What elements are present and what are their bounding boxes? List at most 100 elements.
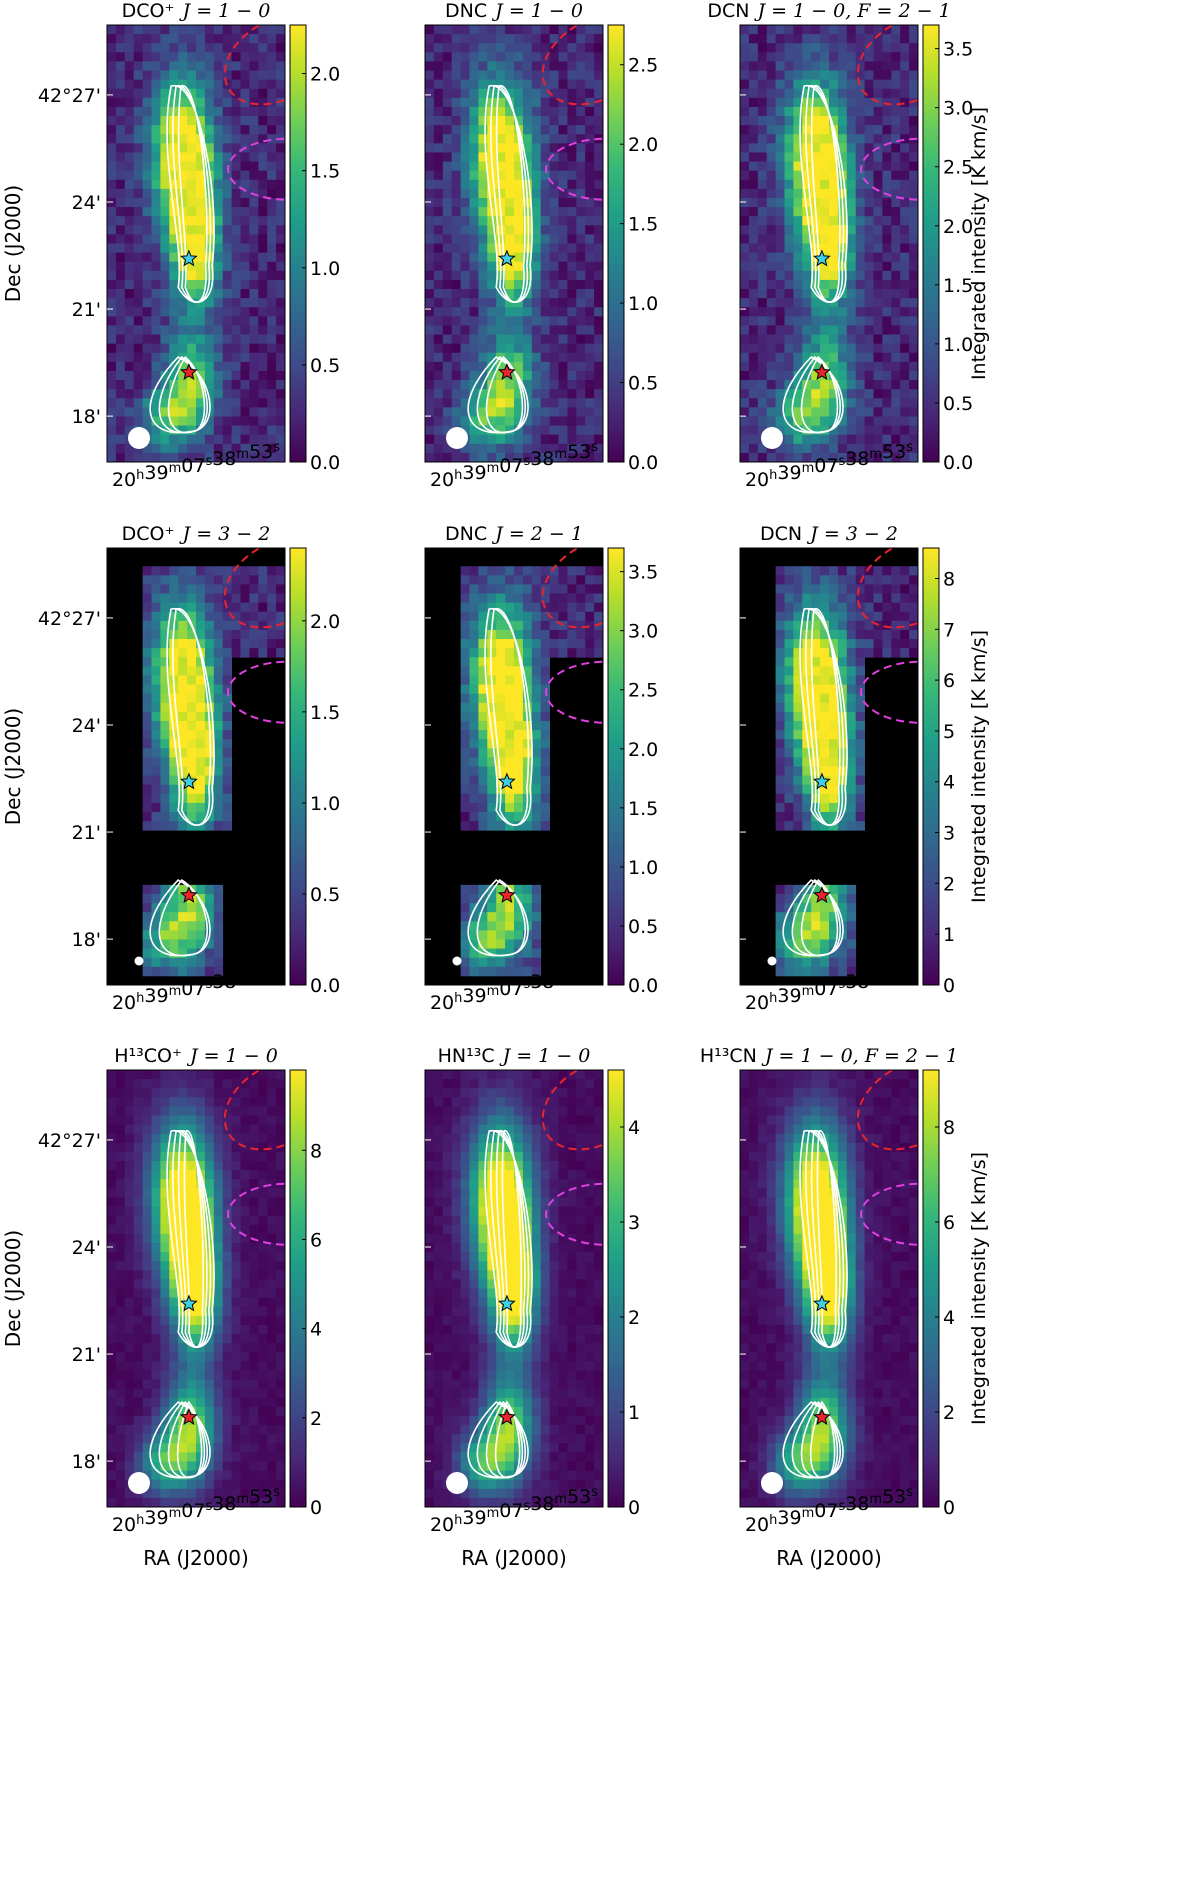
y-tick-label: 24' xyxy=(72,1237,101,1259)
x-tick-labels: 20h39m07s38m53s xyxy=(430,1485,598,1536)
contour-line xyxy=(809,1400,836,1479)
intensity-map xyxy=(107,25,285,462)
x-tick-labels: 20h39m07s38m53s xyxy=(112,963,280,1014)
colorbar xyxy=(289,547,307,986)
colorbar xyxy=(607,24,625,463)
colorbar xyxy=(922,547,940,986)
red-dashed-ellipse xyxy=(856,1070,918,1151)
colorbar-tick-label: 3 xyxy=(943,823,955,845)
title-transition: J = 1 − 0 xyxy=(499,1045,591,1067)
colorbar-tick-label: 7 xyxy=(943,619,955,641)
colorbar-tick-label: 2 xyxy=(943,1402,955,1424)
cyan-star-marker xyxy=(498,772,516,790)
contour-line xyxy=(172,608,212,826)
panel-9: H¹³CN J = 1 − 0, F = 2 − 1 20h39m07s38m53s… xyxy=(700,1045,990,1570)
contour-line xyxy=(158,879,208,957)
colorbar-label: Integrated intensity [K km/s] xyxy=(968,1152,990,1425)
colorbar-tick-label: 1.0 xyxy=(310,258,340,280)
x-tick-labels: 20h39m07s38m53s xyxy=(745,1485,913,1536)
colorbar-tick-label: 1.0 xyxy=(628,293,658,315)
colorbar xyxy=(289,1069,307,1508)
contour-line xyxy=(183,1130,205,1348)
panel-frame xyxy=(106,1069,286,1508)
panel-5: DNC J = 2 − 1 20h39m07s38m53s 0.0 0.5 1.0 1.5 2… xyxy=(424,523,658,1014)
colorbar-tick-label: 2.5 xyxy=(628,55,658,77)
panel-2: DNC J = 1 − 0 20h39m07s38m53s 0.0 0.5 1.0 1.5 2… xyxy=(424,0,658,491)
cyan-star-marker xyxy=(180,1294,198,1312)
title-species: DCO⁺ xyxy=(122,523,175,545)
title-transition: J = 3 − 2 xyxy=(179,523,271,545)
colorbar xyxy=(922,1069,940,1508)
y-tick-label: 42°27' xyxy=(38,608,101,630)
contour-line xyxy=(805,608,845,826)
colorbar-tick-label: 8 xyxy=(943,1117,955,1139)
colorbar-tick-label: 2.0 xyxy=(310,64,340,86)
colorbar-tick-label: 4 xyxy=(310,1319,322,1341)
colorbar xyxy=(289,24,307,463)
contour-line xyxy=(167,355,206,434)
colorbar-tick-label: 0.5 xyxy=(310,355,340,377)
title-species: DCN xyxy=(707,0,749,22)
title-species: DCO⁺ xyxy=(122,0,175,22)
panel-frame xyxy=(739,24,919,463)
title-transition: J = 3 − 2 xyxy=(806,523,898,545)
red-dashed-ellipse xyxy=(541,25,603,106)
title-transition: J = 1 − 0, F = 2 − 1 xyxy=(753,0,950,22)
panel-title: DCN J = 3 − 2 xyxy=(760,523,898,545)
contour-line xyxy=(501,1130,523,1348)
panel-7: H¹³CO⁺ J = 1 − 0 42°27' 24' 21' 18' 20h39m07s3… xyxy=(1,1045,322,1570)
colorbar-tick-label: 5 xyxy=(943,721,955,743)
colorbar-tick-label: 0.0 xyxy=(628,452,658,474)
colorbar-tick-label: 8 xyxy=(943,568,955,590)
red-dashed-ellipse xyxy=(541,1070,603,1151)
panel-frame xyxy=(739,547,919,986)
contour-line xyxy=(476,879,526,957)
colorbar-tick-label: 0 xyxy=(628,1497,640,1519)
title-species: HN¹³C xyxy=(438,1045,495,1067)
colorbar-tick-label: 1.5 xyxy=(310,702,340,724)
y-axis-label: Dec (J2000) xyxy=(1,1230,25,1347)
contour-line xyxy=(494,1400,521,1479)
x-axis-label: RA (J2000) xyxy=(143,1546,249,1570)
beam-circle xyxy=(452,956,462,966)
red-star-marker xyxy=(180,1408,198,1425)
colorbar-tick-label: 8 xyxy=(310,1140,322,1162)
colorbar-tick-label: 2.0 xyxy=(310,611,340,633)
red-dashed-ellipse xyxy=(541,548,603,629)
colorbar-tick-label: 2.5 xyxy=(628,680,658,702)
contour-line xyxy=(800,878,839,957)
title-transition: J = 1 − 0, F = 2 − 1 xyxy=(761,1045,958,1067)
red-star-marker xyxy=(813,886,831,903)
colorbar-tick-label: 1.5 xyxy=(943,275,973,297)
colorbar-tick-label: 3.5 xyxy=(628,562,658,584)
x-tick-labels: 20h39m07s38m53s xyxy=(430,963,598,1014)
contour-line xyxy=(805,85,845,303)
colorbar-tick-label: 1.0 xyxy=(943,334,973,356)
cyan-star-marker xyxy=(813,772,831,790)
y-tick-label: 18' xyxy=(72,406,101,428)
title-transition: J = 1 − 0 xyxy=(179,0,271,22)
red-star-marker xyxy=(180,363,198,380)
colorbar-tick-label: 0.5 xyxy=(628,373,658,395)
y-tick-label: 18' xyxy=(72,929,101,951)
title-transition: J = 1 − 0 xyxy=(491,0,583,22)
red-star-marker xyxy=(498,363,516,380)
cyan-star-marker xyxy=(498,1294,516,1312)
contour-line xyxy=(490,608,530,826)
magenta-dashed-ellipse xyxy=(545,1182,603,1246)
contour-line xyxy=(805,1130,845,1348)
panel-frame xyxy=(106,547,286,986)
y-tick-label: 21' xyxy=(72,822,101,844)
panel-frame xyxy=(424,24,604,463)
magenta-dashed-ellipse xyxy=(860,137,918,201)
panel-title: HN¹³C J = 1 − 0 xyxy=(438,1045,591,1067)
beam-circle xyxy=(767,956,777,966)
cyan-star-marker xyxy=(180,772,198,790)
contour-line xyxy=(816,1130,838,1348)
title-species: DCN xyxy=(760,523,802,545)
colorbar-tick-label: 0 xyxy=(310,1497,322,1519)
contour-line xyxy=(490,85,530,303)
red-dashed-ellipse xyxy=(223,25,285,106)
colorbar-tick-label: 1 xyxy=(943,924,955,946)
beam-circle xyxy=(128,427,150,449)
